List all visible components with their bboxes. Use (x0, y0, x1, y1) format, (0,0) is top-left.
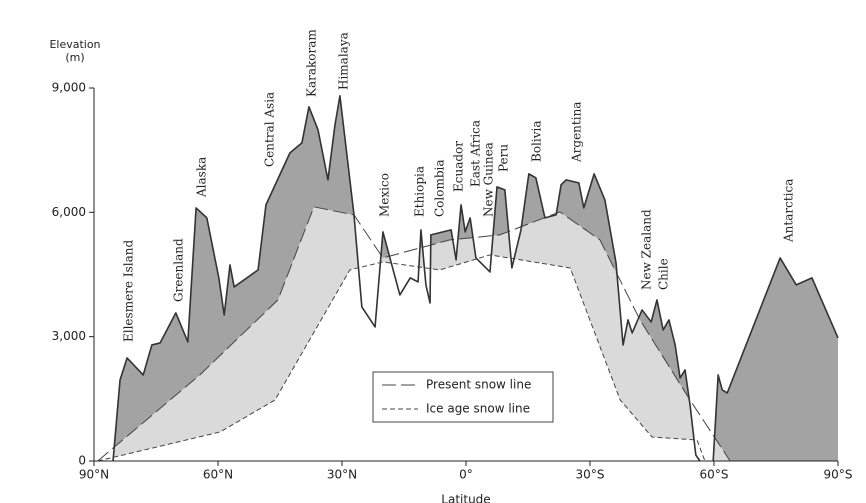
legend-box (372, 371, 554, 423)
range-label: Antarctica (782, 179, 796, 243)
y-tick-label: 6,000 (52, 205, 86, 219)
y-tick-label: 3,000 (52, 329, 86, 343)
range-label: Ethiopia (413, 166, 427, 217)
x-tick-label: 90°S (824, 468, 853, 482)
range-label: Mexico (378, 173, 392, 217)
y-tick-label: 9,000 (52, 81, 86, 95)
x-tick-label: 90°N (79, 468, 109, 482)
y-axis-label: Elevation (m) (49, 38, 101, 64)
range-label: Ellesmere Island (122, 240, 136, 342)
range-label: Colombia (433, 159, 447, 217)
range-label: Chile (657, 258, 671, 290)
range-label: Greenland (172, 238, 186, 302)
mountain-profile (112, 95, 839, 462)
range-label: Argentina (570, 102, 584, 163)
range-label: Peru (497, 144, 511, 172)
y-tick-label: 0 (78, 454, 86, 468)
legend-label: Ice age snow line (426, 402, 530, 416)
x-axis-label: Latitude (441, 493, 490, 503)
x-tick-label: 30°S (576, 468, 605, 482)
range-label: East Africa (469, 120, 483, 187)
range-label: Ecuador (452, 141, 466, 192)
snow-line (97, 206, 731, 462)
range-label: Alaska (195, 157, 209, 198)
range-label: New Zealand (640, 209, 654, 290)
range-label: Karakoram (305, 29, 319, 97)
x-tick-label: 30°N (327, 468, 357, 482)
snow-line (97, 254, 706, 462)
x-tick-label: 60°N (203, 468, 233, 482)
range-label: Central Asia (263, 92, 277, 167)
x-tick-label: 60°S (700, 468, 729, 482)
legend-label: Present snow line (426, 378, 531, 392)
x-tick-label: 0° (459, 468, 473, 482)
range-label: New Guinea (482, 142, 496, 217)
range-label: Himalaya (337, 32, 351, 90)
range-label: Bolivia (530, 121, 544, 163)
